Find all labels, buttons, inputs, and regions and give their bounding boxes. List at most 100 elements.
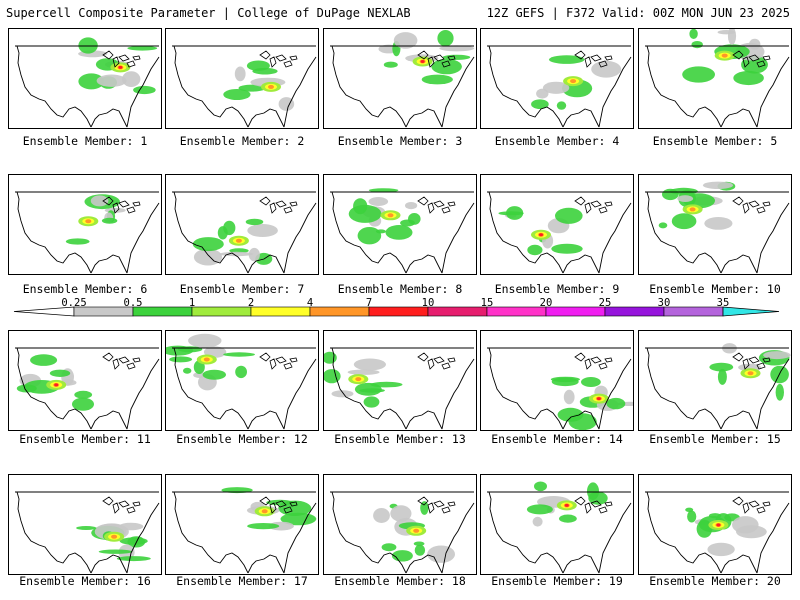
ensemble-member-map xyxy=(8,330,162,431)
scp-core xyxy=(355,377,362,382)
scp-shading xyxy=(532,516,543,527)
scp-shading xyxy=(219,251,254,257)
scp-shading xyxy=(96,74,127,87)
scp-shading xyxy=(696,520,713,538)
scp-shading xyxy=(702,181,734,189)
ensemble-member-map xyxy=(8,28,162,129)
scp-shading xyxy=(98,549,133,554)
scp-shading xyxy=(278,97,295,111)
colorbar-high-arrow xyxy=(722,306,780,317)
scp-shading xyxy=(354,382,382,396)
country-outline xyxy=(487,491,632,574)
scp-shading xyxy=(555,207,583,224)
scp-shading xyxy=(658,222,668,229)
scp-shading xyxy=(591,60,622,78)
scp-shading xyxy=(421,74,453,85)
ensemble-member-map xyxy=(165,174,319,275)
ensemble-member-caption: Ensemble Member: 16 xyxy=(19,574,151,588)
scp-shading xyxy=(707,542,735,557)
scp-shading xyxy=(606,397,626,410)
great-lakes-outline xyxy=(574,196,613,214)
ensemble-member-map xyxy=(323,174,477,275)
ensemble-member-map xyxy=(638,474,792,575)
ensemble-member-map xyxy=(8,174,162,275)
colorbar-tick-label: 30 xyxy=(657,297,671,309)
scp-max xyxy=(716,523,721,527)
scp-shading xyxy=(587,482,599,500)
scp-shading xyxy=(116,556,151,562)
great-lakes-outline xyxy=(102,50,141,68)
scp-shading xyxy=(74,390,93,399)
great-lakes-outline xyxy=(259,196,298,214)
scp-max xyxy=(54,383,59,387)
ensemble-member-map xyxy=(480,330,634,431)
scp-shading xyxy=(557,407,584,422)
scp-shading xyxy=(223,220,236,236)
scp-shading xyxy=(559,514,577,523)
scp-shading xyxy=(72,397,94,411)
scp-shading xyxy=(736,525,767,539)
scp-shading xyxy=(247,224,278,237)
great-lakes-outline xyxy=(259,50,298,68)
scp-shading xyxy=(49,369,71,377)
country-outline xyxy=(330,191,475,274)
country-outline xyxy=(172,45,317,128)
scp-shading xyxy=(234,66,246,82)
colorbar-tick-label: 10 xyxy=(421,297,435,309)
scp-shading xyxy=(442,54,471,60)
ensemble-member-caption: Ensemble Member: 11 xyxy=(19,432,151,446)
scp-shading xyxy=(245,218,264,226)
colorbar-tick-label: 35 xyxy=(716,297,730,309)
scp-shading xyxy=(357,227,382,245)
scp-shading xyxy=(414,544,426,556)
scp-shading xyxy=(549,55,585,64)
scp-shading xyxy=(177,346,203,353)
scp-shading xyxy=(238,84,266,92)
scp-shading xyxy=(90,195,109,207)
scp-core xyxy=(747,371,754,376)
great-lakes-outline xyxy=(732,50,771,68)
scp-shading xyxy=(763,351,791,360)
scp-shading xyxy=(368,188,399,193)
scp-shading xyxy=(733,70,764,86)
ensemble-member-caption: Ensemble Member: 3 xyxy=(337,134,463,148)
valid-time-label: 12Z GEFS | F372 Valid: 00Z MON JUN 23 20… xyxy=(486,6,790,20)
scp-core xyxy=(85,219,92,224)
scp-shading xyxy=(76,526,97,530)
great-lakes-outline xyxy=(574,352,613,370)
colorbar-segment xyxy=(663,306,724,317)
scp-shading xyxy=(526,504,553,515)
scp-max xyxy=(596,397,601,401)
great-lakes-outline xyxy=(259,352,298,370)
great-lakes-outline xyxy=(732,352,771,370)
ensemble-member-caption: Ensemble Member: 15 xyxy=(649,432,781,446)
great-lakes-outline xyxy=(102,352,141,370)
colorbar-segment xyxy=(191,306,252,317)
great-lakes-outline xyxy=(732,196,771,214)
scp-shading xyxy=(685,507,694,512)
scp-shading xyxy=(385,225,413,240)
scp-shading xyxy=(119,537,148,545)
colorbar-segment xyxy=(250,306,311,317)
scp-shading xyxy=(127,46,158,51)
scp-shading xyxy=(347,369,380,375)
scp-shading xyxy=(247,523,280,530)
scp-shading xyxy=(420,501,429,515)
scp-shading xyxy=(534,481,547,492)
scp-shading xyxy=(78,37,98,54)
colorbar-segment xyxy=(604,306,665,317)
ensemble-member-map xyxy=(638,174,792,275)
scp-shading xyxy=(689,29,698,39)
ensemble-member-caption: Ensemble Member: 17 xyxy=(176,574,308,588)
scp-shading xyxy=(118,522,144,531)
scp-core xyxy=(203,357,210,362)
colorbar-tick-label: 7 xyxy=(365,297,373,309)
great-lakes-outline xyxy=(574,50,613,68)
ensemble-member-caption: Ensemble Member: 20 xyxy=(649,574,781,588)
scp-shading xyxy=(677,195,694,202)
scp-shading xyxy=(427,545,455,563)
colorbar-tick-label: 0.25 xyxy=(61,297,87,309)
scp-shading xyxy=(405,202,418,210)
country-outline xyxy=(15,491,160,574)
ensemble-member-caption: Ensemble Member: 10 xyxy=(649,282,781,296)
